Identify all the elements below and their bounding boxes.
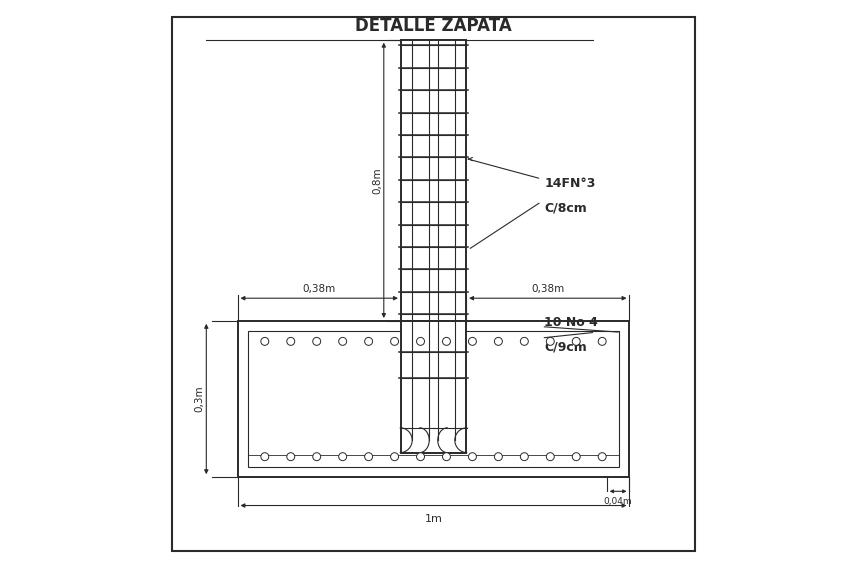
Circle shape [520,453,528,461]
Circle shape [391,337,399,345]
Circle shape [520,337,528,345]
Text: 0,38m: 0,38m [531,283,564,294]
Text: 0,04m: 0,04m [603,497,632,506]
Circle shape [442,337,451,345]
Circle shape [598,453,606,461]
Text: 10 No 4: 10 No 4 [544,316,598,329]
Circle shape [287,453,295,461]
Circle shape [598,337,606,345]
Circle shape [261,453,269,461]
Text: 0,8m: 0,8m [372,167,382,194]
Circle shape [442,453,451,461]
Text: 14FN°3: 14FN°3 [544,177,596,190]
Circle shape [287,337,295,345]
Circle shape [494,453,502,461]
Circle shape [416,453,425,461]
Text: C/8cm: C/8cm [544,202,587,215]
Bar [401,321,466,453]
Text: 0,38m: 0,38m [303,283,336,294]
Circle shape [339,453,347,461]
Circle shape [468,337,476,345]
Text: 0,3m: 0,3m [194,386,205,412]
Circle shape [365,337,373,345]
Circle shape [572,453,580,461]
Circle shape [391,453,399,461]
Circle shape [572,337,580,345]
Bar [238,321,629,477]
Text: 1m: 1m [425,514,442,524]
Circle shape [546,453,554,461]
Bar [401,40,466,321]
Text: DETALLE ZAPATA: DETALLE ZAPATA [355,16,512,35]
Circle shape [416,337,425,345]
Circle shape [468,453,476,461]
Circle shape [313,337,321,345]
Circle shape [339,337,347,345]
Circle shape [313,453,321,461]
Circle shape [365,453,373,461]
Bar [248,331,619,467]
Circle shape [546,337,554,345]
Circle shape [494,337,502,345]
Circle shape [261,337,269,345]
Text: C/9cm: C/9cm [544,341,587,354]
